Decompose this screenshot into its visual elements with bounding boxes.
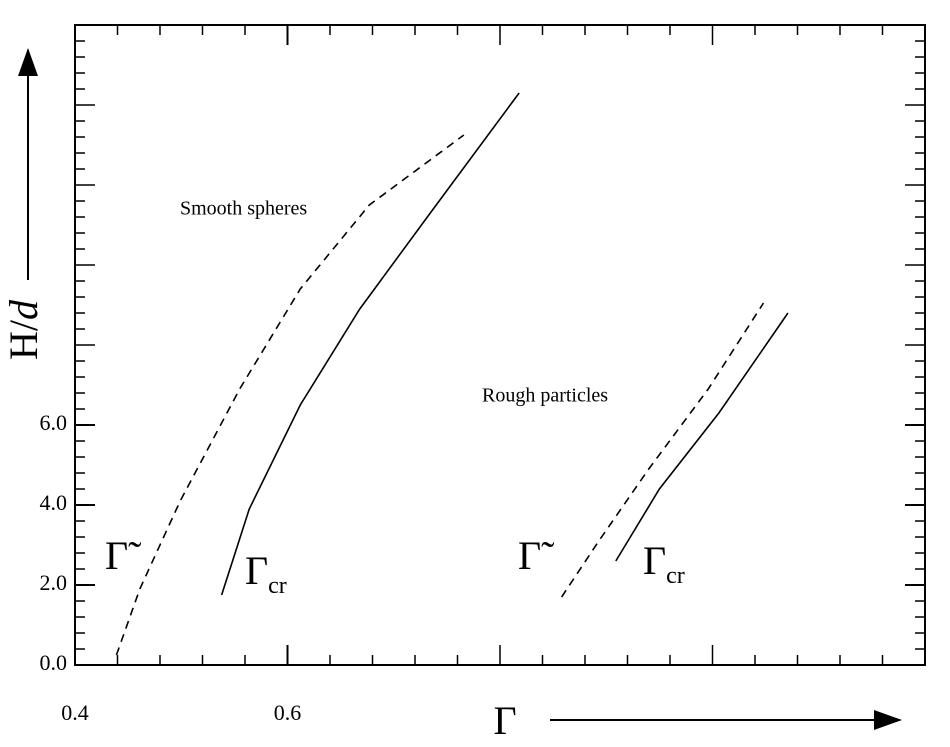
y-tick-label: 4.0 xyxy=(40,490,68,515)
y-tick-label: 6.0 xyxy=(40,410,68,435)
line xyxy=(220,92,520,596)
y-tick-label: 2.0 xyxy=(40,570,68,595)
plot-frame xyxy=(74,24,926,666)
line xyxy=(115,134,465,656)
annotation: Rough particles xyxy=(482,385,608,407)
y-tick-label: 0.0 xyxy=(40,650,68,675)
y-axis-label: H/d xyxy=(1,299,46,360)
series-label: Γ̃ xyxy=(105,533,142,578)
line xyxy=(615,312,789,562)
x-axis-label: Γ xyxy=(493,698,516,743)
series-label: Γcr xyxy=(245,548,287,598)
annotation: Smooth spheres xyxy=(180,198,307,220)
x-tick-label: 0.4 xyxy=(61,700,89,725)
series-label: Γ̃ xyxy=(518,533,555,578)
series-label: Γcr xyxy=(643,538,685,588)
x-tick-label: 0.6 xyxy=(274,700,302,725)
line xyxy=(560,302,765,598)
